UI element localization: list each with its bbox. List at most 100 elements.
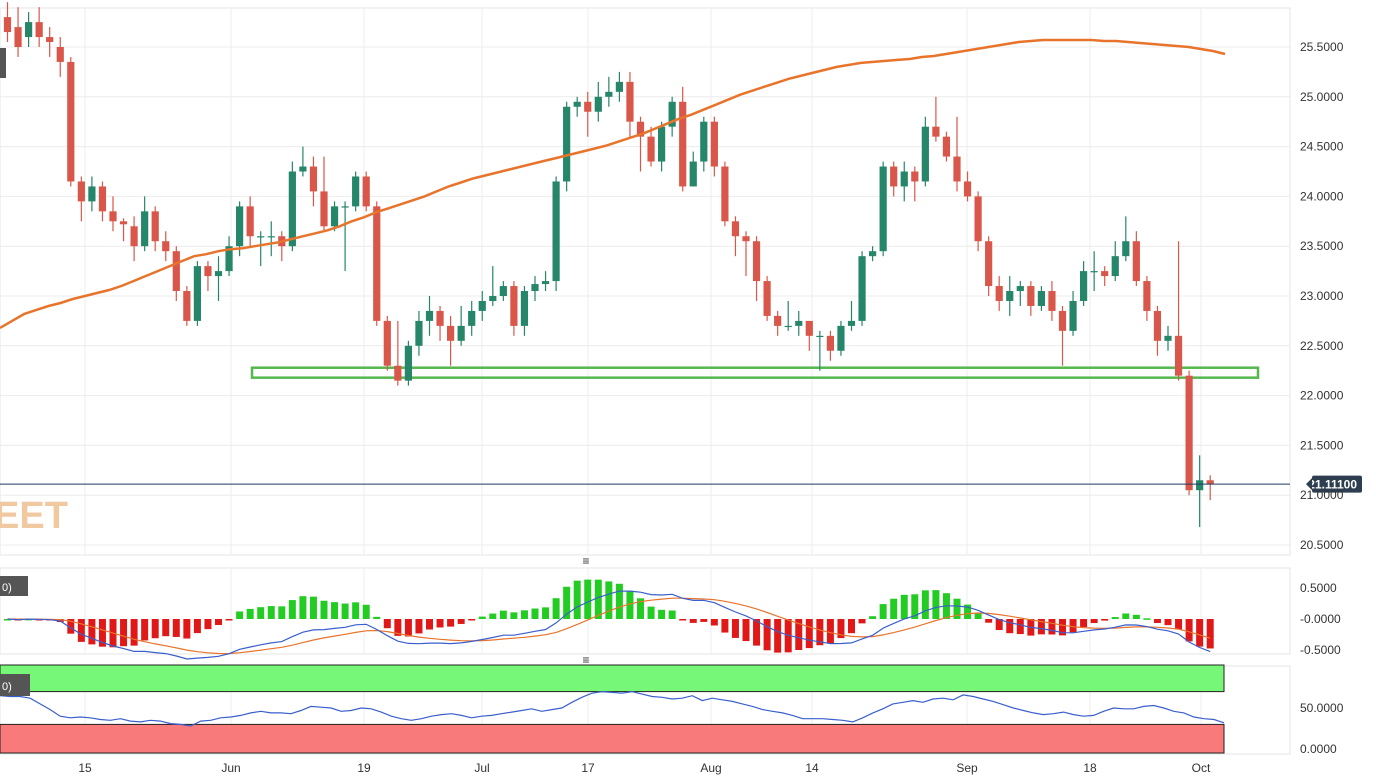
candle (394, 320, 402, 386)
candle-body (25, 22, 33, 38)
candle-body (890, 166, 898, 187)
price-tick-label: 25.5000 (1300, 40, 1344, 54)
candle-body (963, 181, 972, 197)
macd-histogram-bar (225, 619, 233, 621)
macd-histogram-bar (552, 598, 560, 619)
candle-body (837, 325, 845, 351)
candle-body (214, 271, 223, 277)
candle (225, 236, 233, 277)
candle-body (985, 241, 993, 287)
candle (288, 161, 296, 252)
macd-histogram-bar (932, 590, 940, 619)
candle (267, 221, 275, 257)
candle-body (531, 284, 539, 292)
macd-panel[interactable]: 0.5000 -0.0000 -0.5000 0) (0, 567, 1341, 660)
price-tick-label: 22.0000 (1300, 389, 1344, 403)
candle-body (826, 335, 834, 351)
candle (879, 161, 887, 257)
macd-histogram-bar (1185, 619, 1193, 642)
macd-histogram-bar (858, 619, 866, 624)
candle-body (1006, 291, 1014, 301)
panel-resize-handle-1[interactable]: ≡ (582, 554, 589, 568)
support-zone (250, 366, 1260, 379)
price-tick-label: 23.5000 (1300, 239, 1344, 253)
candle (594, 81, 602, 122)
candle-body (35, 22, 43, 38)
macd-histogram-bar (742, 619, 750, 642)
candle (77, 176, 85, 222)
candle-body (668, 101, 676, 127)
macd-histogram-bar (1175, 619, 1183, 630)
macd-histogram-bar (468, 619, 476, 621)
candle (658, 121, 666, 172)
macd-histogram-bar (1196, 619, 1204, 647)
candle-body (731, 221, 740, 237)
candle-body (1196, 480, 1204, 491)
candle (752, 236, 761, 301)
macd-histogram-bar (774, 619, 782, 653)
macd-histogram-bar (1080, 619, 1088, 627)
rsi-line (0, 690, 1225, 727)
macd-histogram-bar (1059, 619, 1066, 636)
macd-histogram-bar (637, 598, 644, 619)
rsi-panel[interactable]: 50.0000 0.0000 0) (0, 664, 1344, 756)
time-tick-label: Sep (956, 761, 978, 775)
candle-body (626, 81, 634, 122)
candle (447, 315, 455, 366)
candle (46, 27, 54, 57)
candle-body (1174, 335, 1183, 376)
candle (1174, 241, 1183, 381)
rsi-label-box[interactable] (0, 674, 30, 696)
panel-collapse-tab[interactable] (0, 48, 6, 78)
candle-body (594, 96, 602, 112)
macd-histogram-bar (352, 602, 360, 619)
candle-body (1111, 256, 1119, 277)
candle-body (869, 251, 877, 257)
price-tick-label: 25.0000 (1300, 90, 1344, 104)
macd-histogram-bar (246, 608, 254, 619)
macd-histogram-bar (700, 619, 708, 622)
candle-body (56, 47, 64, 62)
candle (130, 216, 138, 262)
macd-histogram-bar (658, 609, 666, 619)
candle (257, 231, 265, 267)
candle-body (489, 296, 497, 301)
candle-body (541, 281, 550, 285)
candle (3, 2, 12, 43)
candle-body (710, 121, 718, 167)
candle-body (204, 266, 212, 277)
candle (352, 171, 360, 212)
candle (35, 7, 43, 47)
candle (415, 310, 423, 356)
macd-histogram-bar (1006, 619, 1014, 634)
macd-histogram-bar (647, 606, 655, 619)
macd-histogram-bar (320, 600, 328, 619)
candle-body (763, 281, 771, 316)
macd-histogram-bar (151, 619, 159, 639)
candle-body (352, 176, 360, 207)
candle (869, 246, 877, 262)
candle (615, 71, 623, 102)
candle-body (309, 166, 318, 192)
macd-histogram-bar (921, 590, 929, 619)
macd-histogram-bar (447, 619, 455, 627)
macd-histogram-bar (341, 603, 349, 619)
candle (109, 196, 117, 232)
macd-histogram-bar (584, 579, 592, 619)
macd-histogram-bar (531, 608, 539, 619)
candle-body (847, 320, 856, 326)
panel-resize-handle-2[interactable]: ≡ (582, 653, 589, 667)
macd-label-box[interactable] (0, 576, 28, 596)
candle (742, 231, 750, 277)
time-tick-label: Jun (221, 761, 240, 775)
candle (847, 300, 856, 331)
macd-histogram-bar (67, 619, 75, 634)
candle-body (995, 286, 1003, 301)
candle-body (584, 101, 592, 112)
candle (700, 116, 708, 172)
price-panel[interactable]: EET 21.11100 25.5000 25.0000 24.5000 24.000… (0, 2, 1362, 556)
candle (141, 196, 149, 252)
candle (14, 7, 22, 57)
candle (478, 291, 486, 321)
macd-tick-label: -0.5000 (1300, 643, 1341, 657)
